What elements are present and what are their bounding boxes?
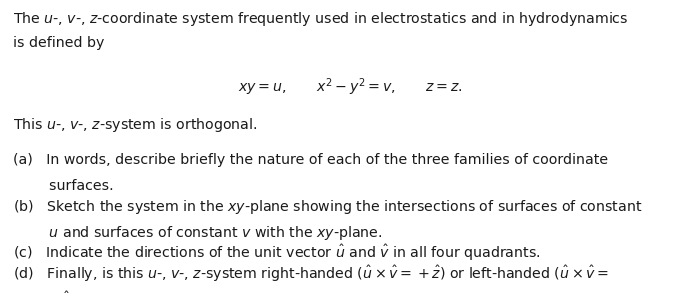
Text: $u$ and surfaces of constant $v$ with the $xy$-plane.: $u$ and surfaces of constant $v$ with th… [13, 224, 382, 241]
Text: $-\hat{z}$)?: $-\hat{z}$)? [13, 289, 82, 293]
Text: (d)   Finally, is this $u$-, $v$-, $z$-system right-handed ($\hat{u} \times \hat: (d) Finally, is this $u$-, $v$-, $z$-sys… [13, 264, 609, 284]
Text: The $u$-, $v$-, $z$-coordinate system frequently used in electrostatics and in h: The $u$-, $v$-, $z$-coordinate system fr… [13, 10, 628, 28]
Text: $xy = u, \qquad x^2 - y^2 = v, \qquad z = z.$: $xy = u, \qquad x^2 - y^2 = v, \qquad z … [238, 76, 462, 98]
Text: (a)   In words, describe briefly the nature of each of the three families of coo: (a) In words, describe briefly the natur… [13, 153, 608, 167]
Text: (b)   Sketch the system in the $xy$-plane showing the intersections of surfaces : (b) Sketch the system in the $xy$-plane … [13, 198, 642, 216]
Text: is defined by: is defined by [13, 36, 104, 50]
Text: surfaces.: surfaces. [13, 179, 113, 193]
Text: (c)   Indicate the directions of the unit vector $\hat{u}$ and $\hat{v}$ in all : (c) Indicate the directions of the unit … [13, 243, 540, 263]
Text: This $u$-, $v$-, $z$-system is orthogonal.: This $u$-, $v$-, $z$-system is orthogona… [13, 116, 257, 134]
